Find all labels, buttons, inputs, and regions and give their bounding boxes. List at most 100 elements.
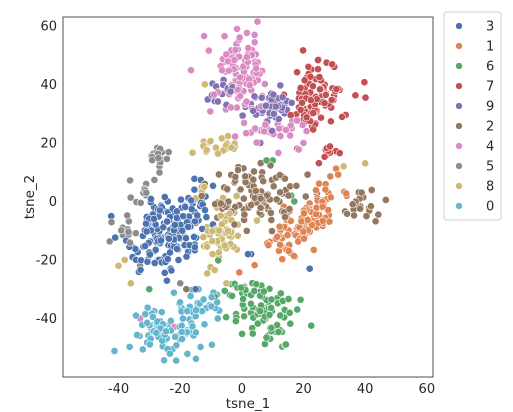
- data-point-class-0: [143, 303, 152, 312]
- data-point-class-1: [308, 221, 316, 229]
- x-axis-label: tsne_1: [226, 396, 271, 412]
- data-point-class-3: [136, 265, 145, 274]
- data-point-class-5: [117, 226, 126, 235]
- data-point-class-0: [192, 354, 200, 363]
- data-point-class-2: [215, 170, 223, 179]
- data-point-class-6: [307, 321, 316, 330]
- data-point-class-4: [187, 66, 195, 75]
- data-point-class-0: [213, 314, 222, 323]
- data-point-class-8: [224, 227, 232, 235]
- data-point-class-9: [250, 92, 259, 101]
- data-point-class-3: [190, 233, 198, 241]
- data-point-class-3: [190, 185, 199, 194]
- data-point-class-2: [267, 209, 275, 217]
- legend-label-6: 6: [486, 60, 494, 75]
- legend-marker-7: [455, 82, 463, 90]
- data-point-class-7: [320, 152, 329, 161]
- data-point-class-5: [155, 168, 164, 177]
- data-point-class-6: [296, 295, 305, 304]
- data-point-class-7: [320, 99, 329, 108]
- data-point-class-7: [300, 76, 309, 85]
- data-point-class-2: [343, 209, 351, 218]
- data-point-class-3: [166, 248, 174, 257]
- data-point-class-6: [240, 312, 248, 321]
- data-point-class-7: [299, 46, 307, 55]
- legend-label-8: 8: [486, 180, 494, 195]
- data-point-class-3: [193, 211, 202, 220]
- data-point-class-2: [374, 210, 383, 219]
- data-point-class-3: [159, 223, 168, 232]
- data-point-class-7: [309, 109, 318, 117]
- data-point-class-7: [338, 113, 346, 121]
- data-point-class-7: [321, 90, 330, 99]
- data-point-class-4: [245, 81, 254, 90]
- data-point-class-8: [220, 241, 229, 250]
- data-point-class-1: [321, 185, 330, 194]
- data-point-class-4: [293, 116, 301, 125]
- data-point-class-0: [183, 350, 192, 358]
- data-point-class-4: [252, 138, 261, 147]
- data-point-class-0: [188, 322, 197, 331]
- data-point-class-2: [197, 192, 206, 200]
- data-point-class-4: [224, 66, 233, 75]
- data-point-class-3: [244, 250, 252, 258]
- data-point-class-0: [208, 340, 216, 349]
- data-point-class-1: [283, 231, 292, 239]
- data-point-class-3: [151, 245, 160, 254]
- data-point-class-0: [179, 314, 187, 323]
- data-point-class-0: [162, 327, 170, 336]
- data-point-class-0: [196, 343, 205, 351]
- data-point-class-1: [312, 186, 320, 195]
- data-point-class-8: [114, 261, 123, 270]
- data-point-class-3: [181, 203, 190, 211]
- data-point-class-5: [154, 154, 163, 162]
- data-point-class-1: [325, 217, 334, 226]
- data-point-class-0: [152, 328, 161, 337]
- data-point-class-3: [143, 257, 152, 266]
- data-point-class-2: [223, 185, 232, 193]
- data-point-class-7: [304, 62, 313, 71]
- data-point-class-4: [242, 97, 251, 106]
- legend-marker-9: [455, 102, 463, 110]
- data-point-class-3: [178, 226, 187, 235]
- data-point-class-2: [230, 220, 239, 229]
- data-point-class-2: [182, 285, 191, 294]
- data-point-class-4: [220, 32, 229, 41]
- data-point-class-5: [105, 237, 114, 246]
- data-point-class-8: [188, 148, 197, 157]
- legend-marker-4: [455, 142, 463, 150]
- data-point-class-2: [292, 181, 301, 190]
- data-point-class-1: [264, 241, 273, 249]
- data-point-class-1: [309, 246, 318, 254]
- data-point-class-7: [315, 159, 323, 168]
- data-point-class-5: [126, 238, 134, 247]
- data-point-class-6: [267, 323, 276, 332]
- data-point-class-0: [160, 356, 168, 365]
- data-point-class-0: [192, 306, 200, 314]
- data-point-class-6: [267, 303, 275, 312]
- data-point-class-5: [163, 155, 171, 163]
- legend-label-3: 3: [486, 20, 494, 35]
- data-point-class-4: [231, 132, 239, 141]
- data-point-class-6: [282, 340, 290, 349]
- data-point-class-2: [281, 213, 289, 221]
- data-point-class-6: [256, 307, 264, 315]
- data-point-class-9: [261, 101, 270, 110]
- data-point-class-8: [215, 226, 224, 235]
- data-point-class-1: [235, 268, 244, 277]
- data-point-class-3: [163, 255, 172, 263]
- data-point-class-2: [250, 167, 258, 176]
- data-point-class-3: [179, 212, 188, 221]
- data-point-class-6: [262, 156, 271, 165]
- data-point-class-5: [142, 188, 151, 197]
- data-point-class-0: [110, 347, 119, 355]
- data-point-class-0: [146, 340, 154, 349]
- data-point-class-0: [199, 295, 208, 304]
- data-point-class-4: [252, 64, 260, 73]
- data-point-class-8: [208, 227, 217, 235]
- data-point-class-3: [305, 264, 314, 273]
- data-point-class-1: [342, 189, 351, 198]
- data-point-class-0: [149, 313, 157, 321]
- legend-marker-8: [455, 182, 463, 190]
- data-point-class-0: [166, 349, 174, 358]
